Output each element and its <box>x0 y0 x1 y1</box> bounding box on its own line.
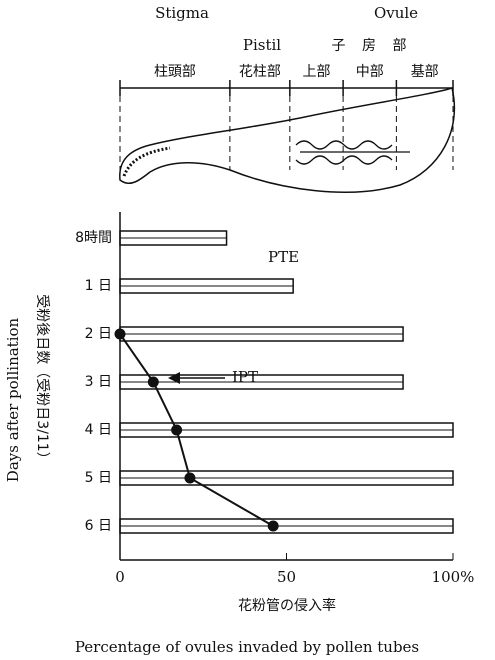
x-axis-label: Percentage of ovules invaded by pollen t… <box>75 638 419 656</box>
legend-pte: PTE <box>268 248 299 266</box>
region-label: 花柱部 <box>239 64 281 80</box>
ipt-point <box>268 521 279 532</box>
legend-ipt: IPT <box>232 368 258 386</box>
ovule-label: Ovule <box>374 4 418 22</box>
y-tick-label: 8時間 <box>75 230 112 246</box>
stigma-label: Stigma <box>155 4 209 22</box>
ipt-point <box>171 425 182 436</box>
y-tick-label: 1 日 <box>85 278 112 294</box>
y-tick-label: 4 日 <box>85 422 112 438</box>
ipt-point <box>184 473 195 484</box>
ovule-drawing <box>296 141 410 164</box>
stigma-surface <box>124 148 170 176</box>
pistil-label: Pistil <box>243 36 281 54</box>
y-axis-label-jp: 受粉後日数（受粉日3/11） <box>34 294 50 465</box>
y-tick-label: 3 日 <box>85 374 112 390</box>
region-label: 上部 <box>302 64 330 80</box>
region-label: 基部 <box>411 63 439 80</box>
pistil-drawing <box>120 88 455 192</box>
x-tick-label: 100% <box>432 568 475 586</box>
y-tick-label: 2 日 <box>85 326 112 342</box>
y-axis-label: Days after pollination <box>4 317 22 482</box>
ipt-point <box>148 377 159 388</box>
region-label: 中部 <box>356 64 384 80</box>
x-axis-label-jp: 花粉管の侵入率 <box>238 597 336 614</box>
figure: Stigma Pistil Ovule 子 房 部 Days after pol… <box>0 0 495 660</box>
y-tick-label: 5 日 <box>85 470 112 486</box>
ipt-point <box>115 329 126 340</box>
region-label: 柱頭部 <box>154 64 196 80</box>
x-tick-label: 50 <box>277 568 296 586</box>
x-tick-label: 0 <box>115 568 125 586</box>
y-tick-label: 6 日 <box>85 518 112 534</box>
ovary-label: 子 房 部 <box>332 38 413 54</box>
